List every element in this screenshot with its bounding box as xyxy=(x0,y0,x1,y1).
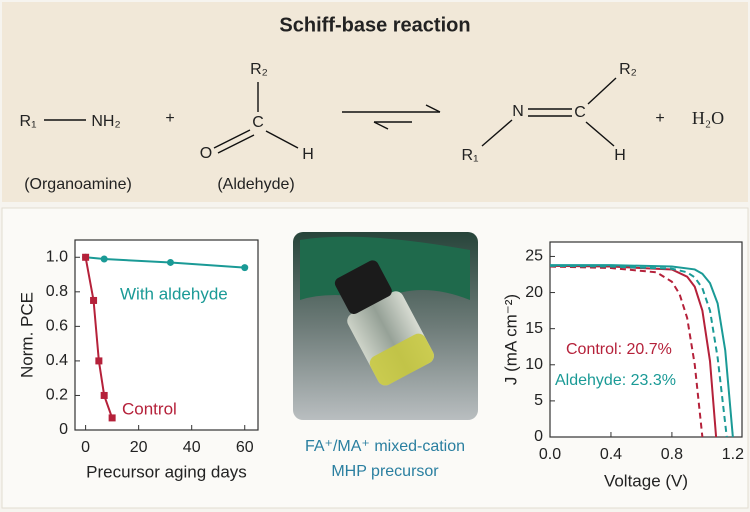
point xyxy=(108,414,116,422)
x-axis-label: Voltage (V) xyxy=(604,471,688,490)
atom: R₂ xyxy=(250,61,268,78)
x-tick-label: 0 xyxy=(81,439,90,456)
atom: C xyxy=(252,114,264,131)
reaction-scheme: R₁ NH₂ + R₂ C O H N C R₁ R₂ H + H₂O (Org… xyxy=(20,61,725,193)
atom: H xyxy=(614,147,626,164)
photo-caption: MHP precursor xyxy=(331,463,439,480)
y-tick-label: 0.8 xyxy=(46,283,68,300)
bond xyxy=(481,119,513,147)
y-tick-label: 0.2 xyxy=(46,387,68,404)
point xyxy=(90,296,98,304)
series-line xyxy=(550,264,734,438)
bond xyxy=(587,77,617,105)
bond xyxy=(585,121,615,147)
series-label: Control: 20.7% xyxy=(566,341,672,358)
y-tick-label: 0.6 xyxy=(46,318,68,335)
arrow xyxy=(425,104,441,113)
x-tick-label: 1.2 xyxy=(722,446,744,463)
reactant-label: (Aldehyde) xyxy=(217,176,294,193)
point xyxy=(100,255,108,263)
x-axis-label: Precursor aging days xyxy=(86,462,247,481)
series-line xyxy=(85,256,245,269)
y-tick-label: 0 xyxy=(534,428,543,445)
vial-cap xyxy=(334,260,392,314)
plus: + xyxy=(165,110,174,127)
liquid xyxy=(369,333,434,386)
bond xyxy=(213,129,251,149)
arrow xyxy=(373,121,389,130)
y-tick-label: 25 xyxy=(525,248,543,265)
point xyxy=(166,258,174,266)
y-axis-label: Norm. PCE xyxy=(17,292,36,378)
scheme-panel xyxy=(2,2,748,202)
x-tick-label: 40 xyxy=(183,439,201,456)
point xyxy=(241,264,249,272)
series-label: Control xyxy=(122,399,177,418)
water: H₂O xyxy=(692,108,724,128)
x-tick-label: 20 xyxy=(130,439,148,456)
series-label: Aldehyde: 23.3% xyxy=(555,372,676,389)
atom: C xyxy=(574,104,586,121)
y-tick-label: 0 xyxy=(59,421,68,438)
y-tick-label: 15 xyxy=(525,320,543,337)
x-tick-label: 0.4 xyxy=(600,446,622,463)
atom: R₁ xyxy=(20,113,37,130)
bond xyxy=(265,130,299,149)
atom: R₂ xyxy=(619,61,637,78)
x-tick-label: 0.8 xyxy=(661,446,683,463)
atom: R₁ xyxy=(462,147,479,164)
point xyxy=(95,357,103,365)
y-axis-label: J (mA cm⁻²) xyxy=(501,294,520,385)
plot-frame xyxy=(549,241,743,438)
title: Schiff-base reaction xyxy=(279,14,470,36)
atom: H xyxy=(302,146,314,163)
photo-caption: FA⁺/MA⁺ mixed-cation xyxy=(305,438,465,455)
x-tick-label: 60 xyxy=(236,439,254,456)
bond xyxy=(217,134,255,154)
photo: FA⁺/MA⁺ mixed-cation MHP precursor xyxy=(293,232,478,480)
plus: + xyxy=(655,110,664,127)
series-line xyxy=(549,264,728,438)
y-tick-label: 0.4 xyxy=(46,352,68,369)
series-line xyxy=(549,265,704,438)
point xyxy=(82,253,90,261)
x-tick-label: 0.0 xyxy=(539,446,561,463)
y-tick-label: 20 xyxy=(525,284,543,301)
vial xyxy=(334,260,434,386)
atom: N xyxy=(512,103,524,120)
series-label: With aldehyde xyxy=(120,284,228,303)
y-tick-label: 5 xyxy=(534,392,543,409)
point xyxy=(100,391,108,399)
y-tick-label: 10 xyxy=(525,356,543,373)
atom: O xyxy=(200,145,212,162)
reactant-label: (Organoamine) xyxy=(24,176,132,193)
y-tick-label: 1.0 xyxy=(46,248,68,265)
atom: NH₂ xyxy=(91,113,120,130)
